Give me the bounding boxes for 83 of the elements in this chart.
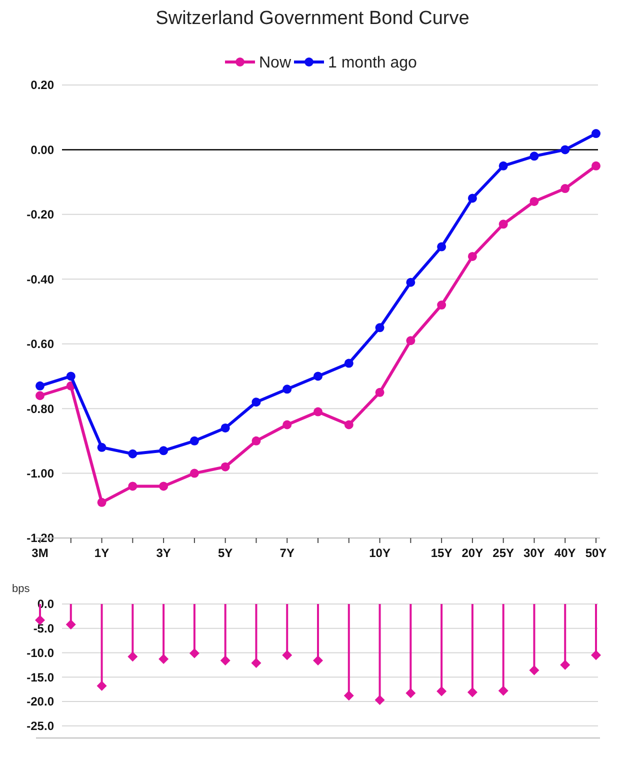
y-tick-label: -0.60 bbox=[26, 337, 54, 352]
point bbox=[313, 656, 323, 666]
point bbox=[374, 694, 385, 705]
point bbox=[529, 665, 540, 676]
x-tick-label: 10Y bbox=[369, 546, 390, 560]
y-tick-label: 0.20 bbox=[30, 78, 54, 92]
x-tick-label: 3Y bbox=[156, 546, 171, 560]
point bbox=[97, 498, 106, 507]
point bbox=[159, 482, 168, 491]
point bbox=[66, 372, 76, 381]
point bbox=[159, 446, 168, 456]
point bbox=[344, 690, 354, 701]
point bbox=[220, 423, 230, 432]
point bbox=[128, 652, 138, 662]
point bbox=[592, 161, 600, 170]
point bbox=[36, 381, 44, 390]
point bbox=[282, 420, 292, 430]
point bbox=[252, 436, 261, 446]
point bbox=[467, 687, 478, 698]
y-tick-label: -0.80 bbox=[26, 402, 54, 416]
point bbox=[314, 407, 322, 416]
point bbox=[128, 482, 138, 491]
point bbox=[436, 686, 447, 696]
x-tick-label: 25Y bbox=[492, 546, 514, 560]
point bbox=[375, 323, 384, 332]
x-tick-label: 30Y bbox=[524, 546, 545, 560]
y-tick-label: -0.40 bbox=[26, 272, 54, 286]
x-tick-label: 20Y bbox=[462, 546, 484, 560]
point bbox=[530, 152, 539, 161]
y-tick-label: -15.0 bbox=[26, 670, 54, 684]
point bbox=[158, 654, 169, 664]
legend-label: Now bbox=[259, 54, 292, 72]
y-tick-label: -20.0 bbox=[26, 694, 54, 709]
y-tick-label: -25.0 bbox=[26, 719, 54, 734]
point bbox=[406, 278, 416, 287]
point bbox=[251, 658, 262, 668]
y-axis-title: bps bbox=[12, 583, 30, 595]
point bbox=[344, 420, 354, 430]
point bbox=[592, 129, 600, 138]
point bbox=[190, 468, 199, 478]
x-tick-label: 3M bbox=[32, 546, 48, 560]
point bbox=[591, 650, 601, 660]
point bbox=[344, 358, 354, 368]
point bbox=[560, 660, 570, 670]
point bbox=[498, 686, 508, 696]
point bbox=[128, 449, 138, 458]
point bbox=[96, 680, 107, 691]
point bbox=[282, 650, 292, 660]
y-tick-label: -5.0 bbox=[33, 622, 54, 636]
x-tick-label: 7Y bbox=[280, 546, 294, 560]
point bbox=[468, 194, 477, 203]
x-tick-label: 1Y bbox=[94, 546, 110, 560]
point bbox=[406, 688, 416, 698]
point bbox=[282, 384, 292, 394]
point bbox=[406, 336, 416, 346]
point bbox=[437, 300, 446, 310]
point bbox=[314, 372, 322, 381]
x-tick-label: 5Y bbox=[218, 546, 233, 560]
point bbox=[66, 619, 76, 630]
legend-label: 1 month ago bbox=[328, 54, 418, 72]
point bbox=[97, 442, 106, 452]
point bbox=[437, 242, 446, 252]
point bbox=[252, 398, 261, 407]
chart-title: Switzerland Government Bond Curve bbox=[156, 8, 470, 29]
point bbox=[530, 196, 539, 206]
point bbox=[190, 436, 199, 446]
point bbox=[189, 648, 200, 658]
point bbox=[560, 145, 570, 154]
y-tick-label: -0.20 bbox=[26, 208, 54, 222]
x-tick-label: 50Y bbox=[585, 546, 607, 560]
point bbox=[468, 252, 477, 261]
x-tick-label: 15Y bbox=[430, 546, 452, 560]
point bbox=[498, 161, 508, 170]
y-tick-label: 0.00 bbox=[30, 142, 54, 157]
point bbox=[36, 391, 44, 400]
y-tick-label: -10.0 bbox=[26, 646, 54, 660]
point bbox=[498, 220, 508, 229]
x-tick-label: 40Y bbox=[554, 546, 576, 560]
point bbox=[560, 184, 570, 194]
y-tick-label: -1.00 bbox=[26, 466, 54, 480]
point bbox=[220, 462, 230, 472]
point bbox=[220, 656, 230, 666]
point bbox=[375, 388, 384, 397]
